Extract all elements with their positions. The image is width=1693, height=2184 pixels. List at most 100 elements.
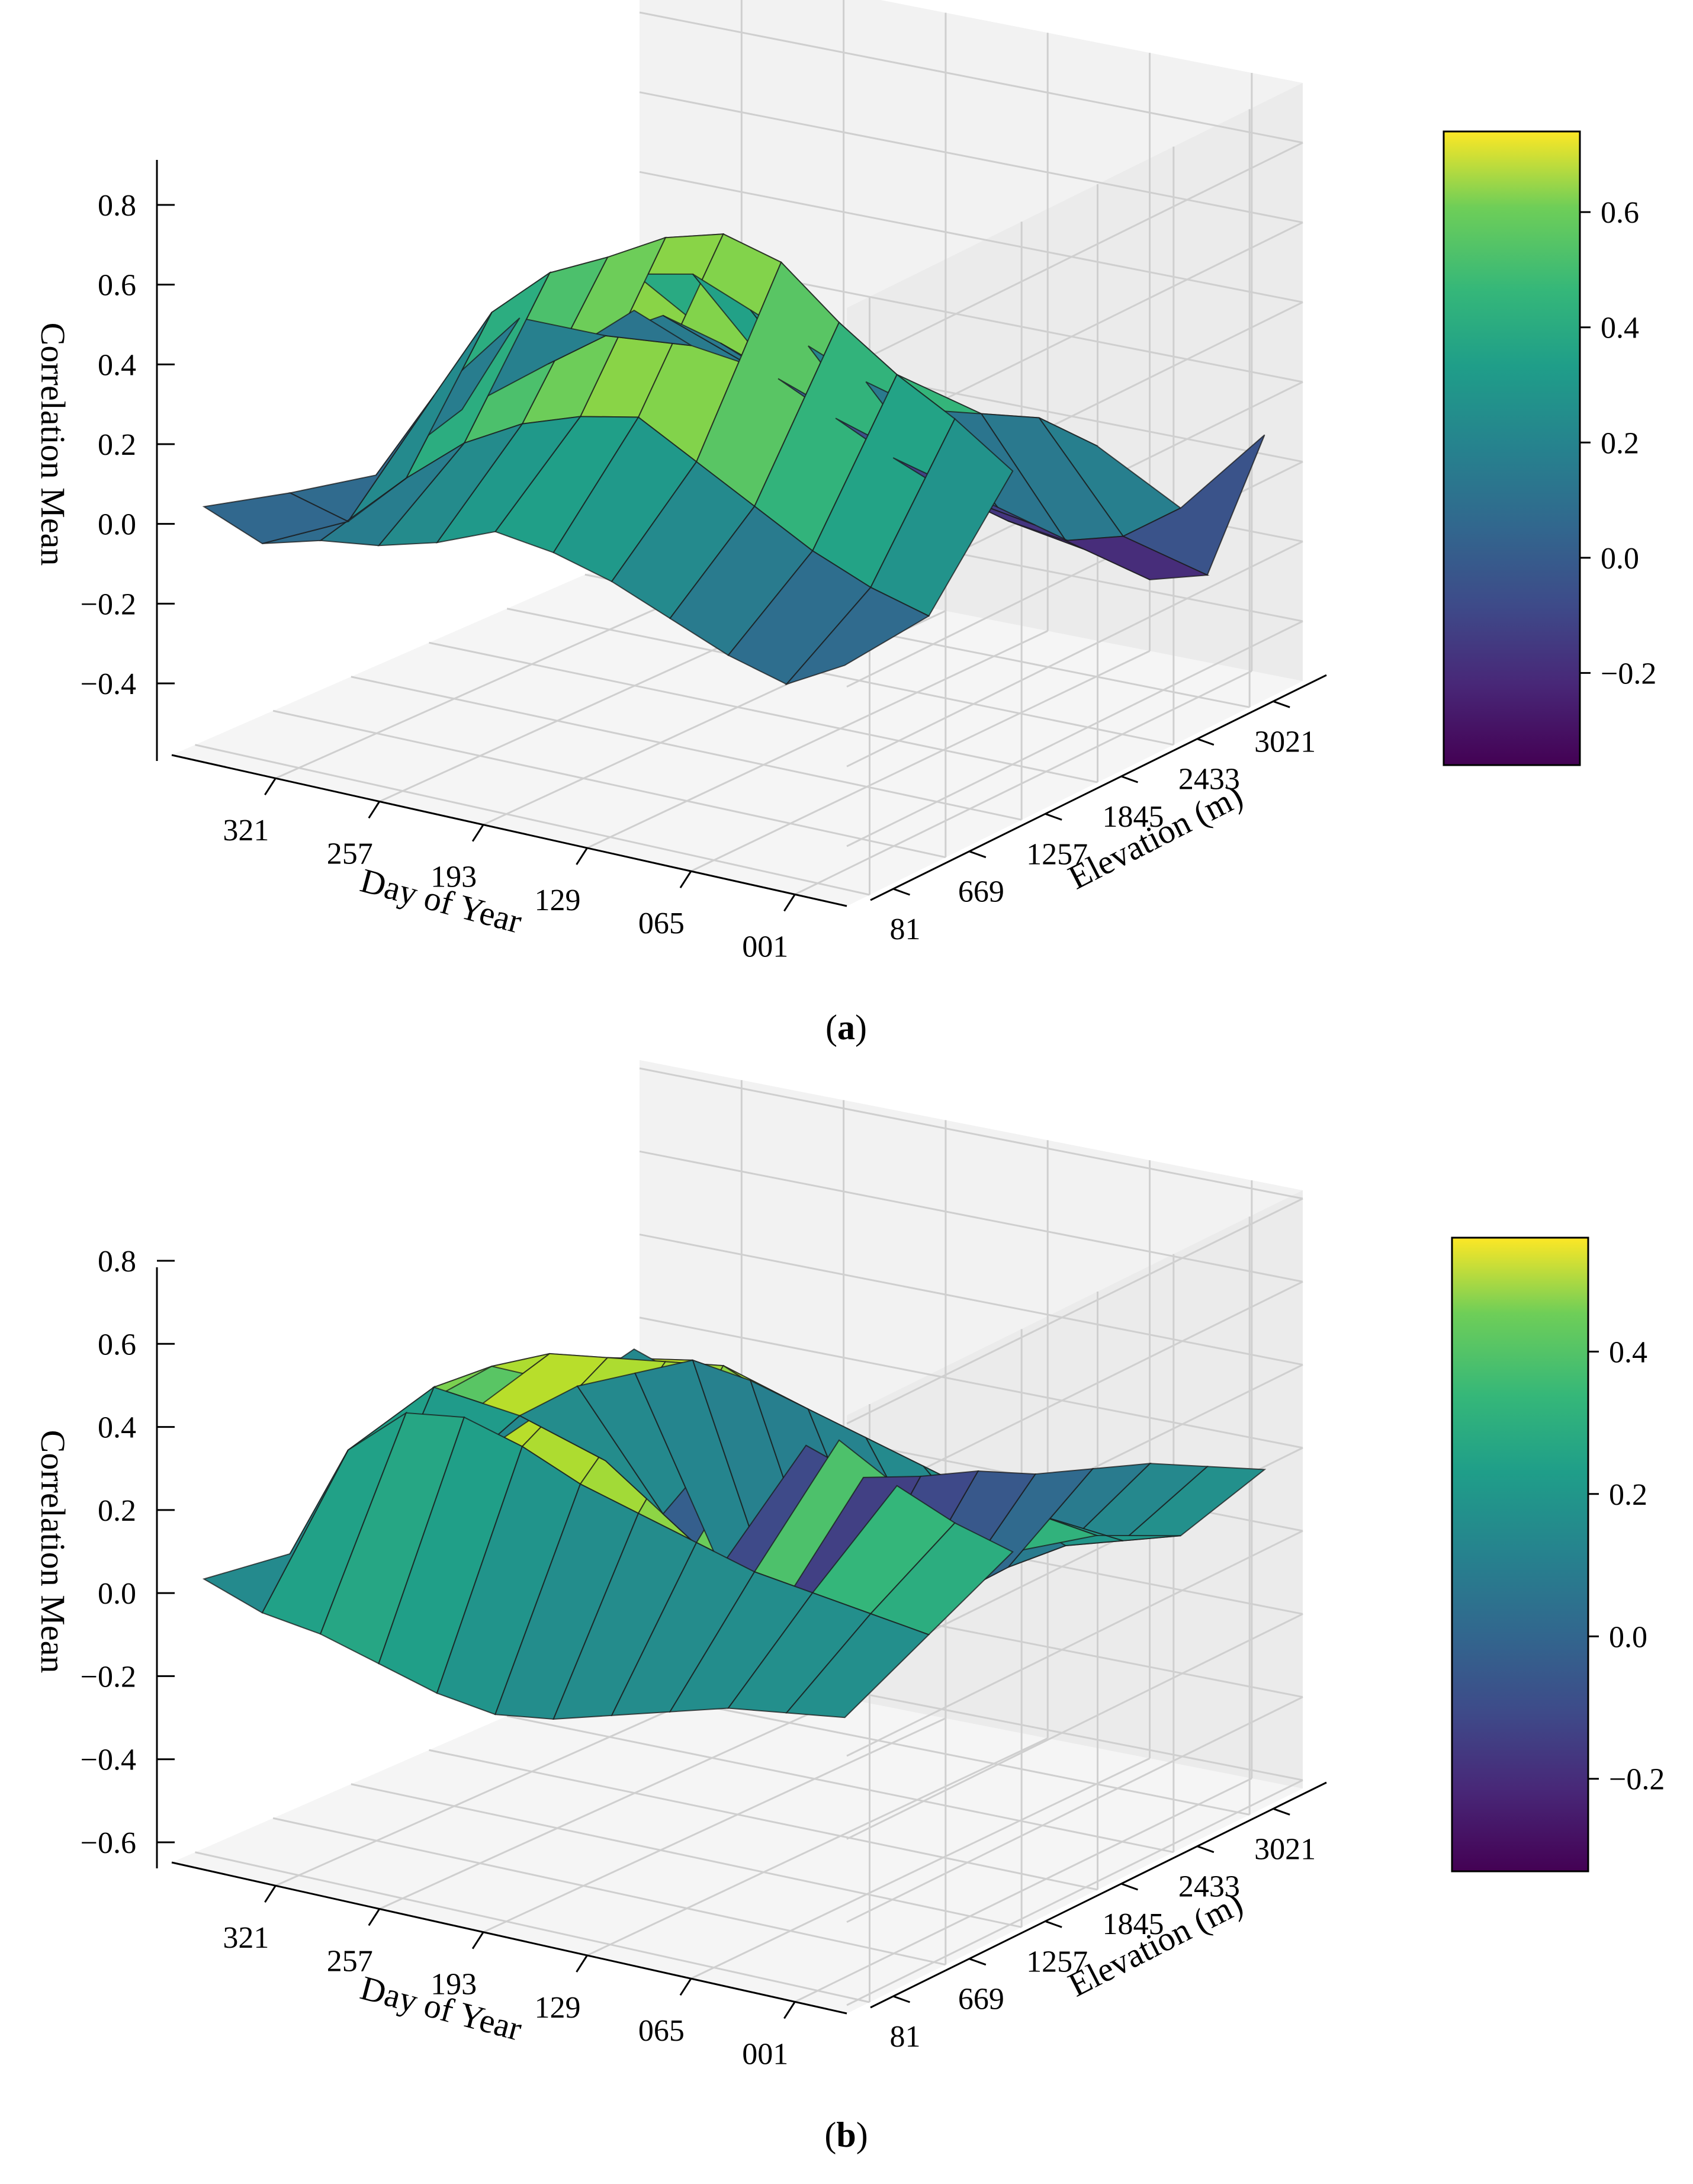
colorbar-tick-label: 0.0 — [1601, 542, 1639, 576]
surface-facet — [785, 586, 930, 686]
z-tick-label: 0.8 — [98, 189, 136, 223]
colorbar-gradient — [1443, 130, 1581, 766]
grid-line — [272, 1817, 946, 1966]
z-tick-label: 0.4 — [98, 348, 136, 382]
y-tick-label: 3021 — [1254, 1832, 1316, 1866]
z-tick-label: 0.0 — [98, 1577, 136, 1611]
y-ticks: 81 669 1257 1845 2433 3021 — [890, 700, 1316, 946]
y-tick-label: 669 — [958, 1983, 1004, 2016]
colorbar-tick-label: 0.0 — [1609, 1620, 1647, 1654]
grid-line — [639, 11, 1303, 144]
y-tick-label: 669 — [958, 875, 1004, 909]
y-tick-label: 1257 — [1026, 837, 1088, 871]
y-tick — [892, 888, 911, 896]
grid-line — [846, 1530, 1303, 1757]
grid-line — [272, 709, 946, 859]
colorbar: 0.4 0.2 0.0 −0.2 — [1451, 1236, 1665, 1873]
panel-b: 0.8 0.6 0.4 0.2 0.0 −0.2 −0.4 −0.6 Correlation M… — [34, 1060, 1665, 2154]
grid-line — [379, 1697, 844, 1910]
grid-line — [195, 744, 870, 896]
y-axis-line — [870, 1781, 1327, 2009]
x-tick — [576, 1955, 588, 1973]
x-tick-label: 321 — [223, 1921, 269, 1955]
axis-lines — [156, 160, 1327, 907]
x-tick — [679, 1978, 692, 1996]
grid-line — [506, 608, 1174, 746]
grid-line — [639, 91, 1303, 224]
surface-facet — [202, 492, 350, 544]
grid-line — [586, 1737, 1048, 1957]
y-tick — [1197, 738, 1215, 746]
x-axis-line — [171, 754, 847, 907]
x-tick-label: 129 — [535, 1991, 581, 2025]
x-tick-label: 193 — [431, 1968, 477, 2002]
grid-line — [429, 1749, 1098, 1891]
x-tick — [264, 1885, 277, 1903]
colorbar-tick-label: 0.6 — [1601, 196, 1639, 230]
grid-line — [846, 142, 1303, 369]
panel-a: 0.8 0.6 0.4 0.2 0.0 −0.2 −0.4 Correlation Mean 3… — [34, 0, 1656, 1047]
y-tick — [1273, 700, 1290, 708]
x-tick — [368, 1908, 381, 1926]
x-tick — [783, 2001, 796, 2019]
x-tick-label: 321 — [223, 814, 269, 847]
grid-line — [351, 676, 1022, 821]
y-tick-label: 81 — [890, 913, 921, 946]
panel-caption: (a) — [825, 1008, 867, 1047]
grid-line — [690, 650, 1151, 872]
grid-line — [195, 1851, 870, 2003]
x-tick — [368, 801, 381, 819]
x-tick-label: 065 — [638, 907, 685, 940]
x-ticks: 321 257 193 129 065 001 — [223, 1885, 796, 2071]
x-tick — [264, 778, 277, 796]
x-tick-label: 257 — [327, 1944, 373, 1978]
colorbar-tick-label: −0.2 — [1601, 657, 1656, 690]
grid-line — [639, 1316, 1303, 1449]
y-tick — [1045, 1920, 1062, 1928]
grid-line — [639, 1234, 1303, 1366]
y-tick — [969, 850, 987, 859]
caption-letter: b — [836, 2115, 856, 2154]
grid-line — [351, 1783, 1022, 1928]
colorbar-tick-label: 0.2 — [1609, 1478, 1647, 1512]
grid-line — [483, 1717, 946, 1934]
colorbar-tick-label: −0.2 — [1609, 1763, 1665, 1797]
z-axis-label: Correlation Mean — [34, 1430, 72, 1674]
y-tick — [1120, 775, 1139, 783]
z-tick-label: −0.6 — [81, 1826, 136, 1860]
z-tick-label: −0.4 — [81, 1743, 136, 1777]
y-tick-label: 1845 — [1103, 800, 1164, 834]
x-tick-label: 193 — [431, 860, 477, 894]
x-tick-label: 129 — [535, 884, 581, 917]
x-tick-label: 001 — [742, 930, 788, 963]
z-tick-label: −0.2 — [81, 587, 136, 621]
grid-line — [846, 1197, 1303, 1425]
x-tick — [471, 824, 484, 842]
colorbar-tick-label: 0.4 — [1609, 1335, 1647, 1369]
y-tick — [1120, 1883, 1139, 1891]
caption-letter: a — [837, 1008, 855, 1047]
z-tick-label: 0.0 — [98, 508, 136, 542]
grid-line — [846, 1779, 1303, 2006]
z-tick-label: 0.6 — [98, 1328, 136, 1361]
z-ticks: 0.8 0.6 0.4 0.2 0.0 −0.2 −0.4 — [81, 189, 175, 701]
y-axis-line — [870, 674, 1327, 901]
grid-line — [846, 1613, 1303, 1840]
y-axis-label: Elevation (m) — [1062, 776, 1249, 897]
colorbar: 0.6 0.4 0.2 0.0 −0.2 — [1443, 130, 1656, 766]
axis-lines — [156, 1267, 1327, 2015]
grid-line — [794, 670, 1252, 895]
z-tick-label: −0.4 — [81, 667, 136, 701]
y-tick — [1197, 1845, 1215, 1854]
y-tick-label: 1845 — [1103, 1907, 1164, 1941]
z-ticks: 0.8 0.6 0.4 0.2 0.0 −0.2 −0.4 −0.6 — [81, 1245, 175, 1860]
surface-facet — [1063, 535, 1210, 580]
surface — [202, 1348, 1267, 1720]
grid-line — [639, 1150, 1303, 1283]
y-tick-label: 2433 — [1178, 1870, 1240, 1904]
grid-line — [846, 540, 1303, 767]
x-tick-label: 065 — [638, 2014, 685, 2048]
x-tick — [576, 847, 588, 865]
y-tick-label: 2433 — [1178, 763, 1240, 796]
z-tick-label: 0.2 — [98, 428, 136, 462]
